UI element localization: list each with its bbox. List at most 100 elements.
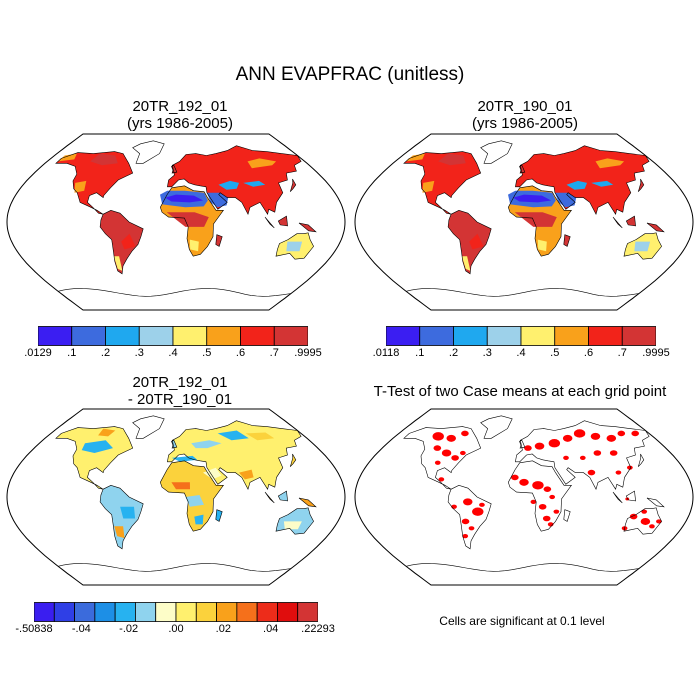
significant-cell — [472, 507, 484, 516]
colorbar-tick-label: .4 — [516, 347, 526, 359]
significant-cell — [519, 478, 529, 486]
data-overlay — [283, 521, 302, 530]
coastline-eurasia — [515, 145, 650, 215]
coastline-greenland — [480, 140, 513, 164]
data-overlay — [98, 428, 116, 437]
colorbar-swatch — [105, 326, 140, 346]
colorbar-tick-label: .1 — [415, 347, 425, 359]
data-overlay — [105, 222, 125, 232]
coastline-indonesia2 — [277, 490, 288, 502]
coastline-africa — [159, 185, 224, 257]
data-overlay — [191, 440, 222, 449]
colorbar-tick-label: .7 — [269, 347, 279, 359]
significant-cell — [534, 442, 545, 450]
data-overlay — [171, 482, 190, 490]
colorbar-tick-label: .22293 — [301, 623, 335, 635]
coastline-indonesia1 — [612, 491, 623, 504]
colorbar-tick-label: .1 — [67, 347, 77, 359]
colorbar-case1-swatches — [38, 326, 308, 346]
data-overlay — [239, 469, 254, 480]
colorbar-case2: .0118 .1 .2 .3 .4 .5 .6 .7 .9995 — [373, 326, 670, 364]
coastline-namerica — [403, 426, 482, 490]
significant-cell — [606, 434, 617, 442]
map-case1 — [6, 133, 346, 311]
significant-cell — [530, 499, 537, 504]
significant-cell — [511, 474, 519, 481]
significant-cell — [434, 460, 441, 465]
coastline-antarctica — [58, 288, 292, 297]
significant-cell — [441, 449, 452, 457]
map-case2 — [354, 133, 694, 311]
land-region-fill — [563, 234, 571, 247]
colorbar-tick-label: .9995 — [294, 347, 322, 359]
colorbar-swatch — [453, 326, 488, 346]
colorbar-swatch — [486, 326, 522, 346]
panel4-title-line1: T-Test of two Case means at each grid po… — [373, 383, 667, 400]
colorbar-tick-label: .9995 — [642, 347, 670, 359]
colorbar-swatch — [114, 602, 136, 622]
map-border — [354, 133, 694, 311]
significant-cell — [649, 524, 655, 529]
data-overlay — [166, 212, 209, 227]
land-region-fill — [299, 223, 316, 232]
colorbar-swatch — [216, 602, 238, 622]
land-region-fill — [626, 216, 636, 226]
data-overlay — [90, 153, 118, 166]
map-diff — [6, 408, 346, 586]
coastline-antarctica — [406, 563, 640, 572]
colorbar-swatch — [135, 602, 157, 622]
significant-cell — [462, 534, 469, 539]
significant-cell — [479, 502, 485, 507]
coastline-samerica — [447, 484, 492, 550]
data-overlay — [247, 158, 277, 169]
panel2-title-line2: (yrs 1986-2005) — [472, 115, 578, 132]
coastline-newguinea — [298, 222, 317, 233]
land-region-fill — [55, 151, 133, 215]
data-overlay — [591, 180, 614, 187]
significant-cell — [451, 455, 459, 461]
colorbar-tick-label: .04 — [263, 623, 279, 635]
land-region-fill — [160, 460, 224, 532]
land-region-fill — [638, 179, 644, 192]
map-border — [6, 133, 346, 311]
significant-cell — [438, 477, 445, 482]
coastline-japan — [637, 453, 645, 467]
colorbar-swatch — [621, 326, 656, 346]
coastline-uk — [171, 164, 178, 174]
coastline-australia — [623, 232, 662, 260]
coastline-madagascar — [563, 234, 571, 247]
coastline-newguinea — [646, 222, 665, 233]
coastline-africa — [159, 460, 224, 532]
map-ttest — [354, 408, 694, 586]
data-overlay — [218, 180, 239, 190]
coastline-samerica — [99, 484, 144, 550]
land-region-fill — [55, 426, 133, 490]
land-region-fill — [100, 485, 144, 549]
land-region-fill — [278, 491, 288, 501]
land-region-fill — [290, 454, 296, 467]
data-overlay — [514, 212, 557, 227]
data-overlay — [243, 180, 266, 187]
significant-cell — [609, 450, 618, 456]
coastline-samerica — [99, 209, 144, 275]
colorbar-tick-label: .0129 — [24, 347, 52, 359]
panel1-title-line2: (yrs 1986-2005) — [127, 115, 233, 132]
significant-cell — [656, 519, 662, 524]
coastline-greenland — [132, 140, 165, 164]
colorbar-swatch — [155, 602, 177, 622]
significant-cell — [593, 450, 602, 456]
coastline-indonesia1 — [264, 491, 275, 504]
colorbar-swatch — [71, 326, 106, 346]
colorbar-swatch — [256, 602, 278, 622]
coastline-newguinea — [646, 497, 665, 508]
data-overlay — [554, 192, 577, 208]
data-overlay — [58, 153, 77, 162]
panel4-title: T-Test of two Case means at each grid po… — [355, 383, 685, 400]
colorbar-diff: -.50838 -.04 -.02 .00 .02 .04 .22293 — [15, 602, 335, 640]
significant-cell — [543, 486, 552, 492]
land-region-fill — [403, 151, 481, 215]
coastline-africa — [507, 460, 572, 532]
colorbar-swatch — [419, 326, 454, 346]
coastline-namerica — [55, 151, 134, 215]
land-region-fill — [215, 234, 223, 247]
